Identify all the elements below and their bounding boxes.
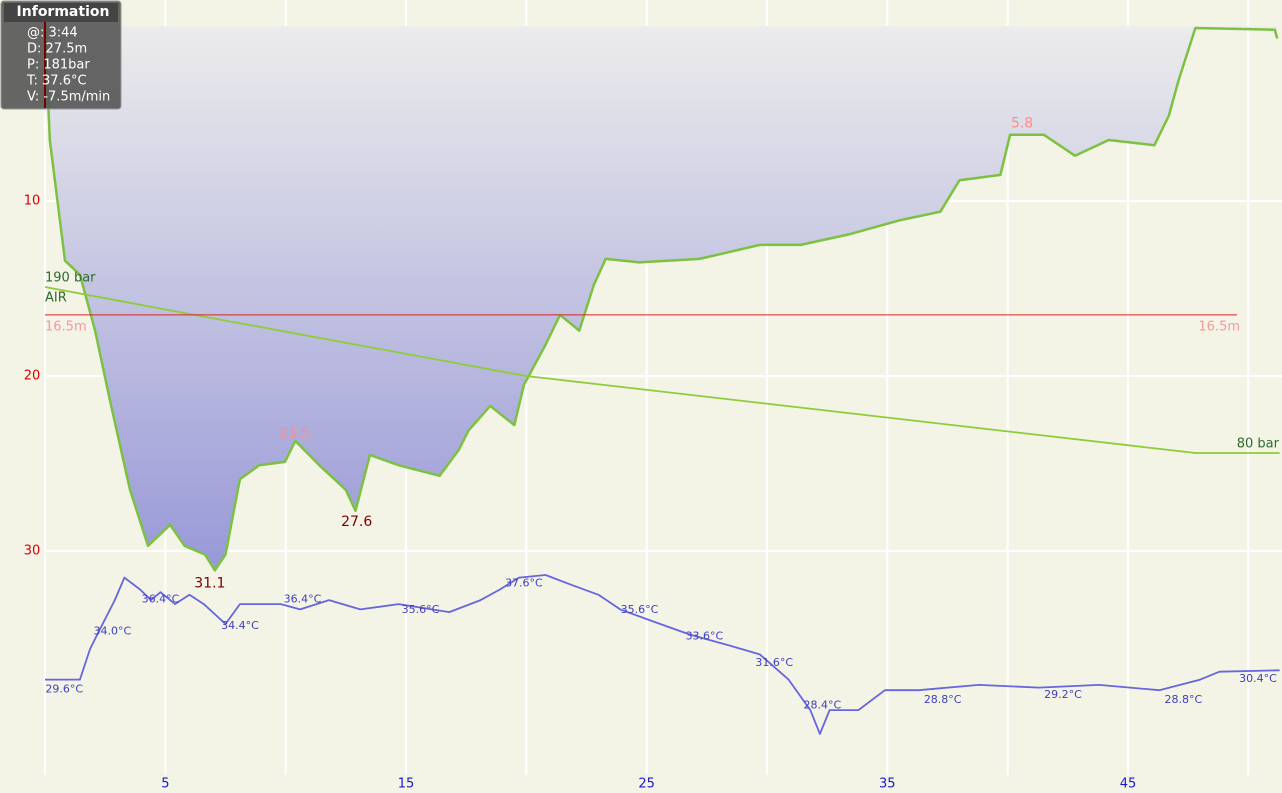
plot: 5 15 25 35 45 10 20 30 16.5m 16.5m 31.1 27.6 23.5 5.8… [24, 0, 1282, 792]
x-tick-label: 45 [1120, 777, 1137, 792]
info-line: D: 27.5m [27, 42, 87, 57]
temperature-label: 34.0°C [94, 624, 132, 637]
info-line: @: 3:44 [27, 26, 78, 41]
pressure-label: 190 bar [45, 271, 96, 286]
info-title-bar [4, 3, 118, 22]
info-box: Information @: 3:44 D: 27.5m P: 181bar T… [0, 0, 122, 110]
pressure-label: 80 bar [1237, 436, 1280, 451]
temperature-line [45, 574, 1280, 735]
pressure-line [44, 286, 1280, 454]
info-title: Information [17, 4, 110, 20]
info-line: T: 37.6°C [26, 74, 87, 89]
temperature-label: 28.4°C [803, 699, 841, 712]
y-tick-label: 20 [24, 369, 41, 384]
y-tick-label: 10 [24, 194, 41, 209]
temperature-label: 28.8°C [924, 693, 962, 706]
info-line: V: -7.5m/min [27, 90, 110, 105]
depth-line [43, 26, 1279, 572]
depth-label: 31.1 [194, 575, 225, 591]
temperature-label: 35.6°C [621, 603, 659, 616]
info-line: P: 181bar [27, 58, 90, 73]
info-background [0, 0, 122, 110]
temperature-label: 30.4°C [1239, 672, 1277, 685]
temperature-label: 34.4°C [221, 619, 259, 632]
depth-label: 27.6 [341, 514, 372, 530]
temperature-label: 33.6°C [686, 630, 724, 643]
depth-label: 23.5 [279, 425, 310, 441]
gas-label: AIR [45, 291, 67, 306]
temperature-label: 29.2°C [1044, 688, 1082, 701]
x-tick-label: 5 [161, 777, 169, 792]
depth-area [45, 26, 1278, 571]
y-tick-label: 30 [24, 544, 41, 559]
temperature-label: 37.6°C [505, 577, 543, 590]
ceiling-label: 16.5m [45, 319, 87, 334]
depth-label: 5.8 [1011, 116, 1033, 132]
ceiling-label: 16.5m [1198, 319, 1240, 334]
temperature-label: 35.6°C [402, 603, 440, 616]
x-tick-label: 15 [398, 777, 415, 792]
temperature-label: 28.8°C [1164, 693, 1202, 706]
x-tick-label: 35 [879, 777, 896, 792]
temperature-label: 36.4°C [284, 593, 322, 606]
x-tick-label: 25 [638, 777, 655, 792]
temperature-label: 36.4°C [142, 593, 180, 606]
temperature-label: 29.6°C [45, 683, 83, 696]
temperature-label: 31.6°C [755, 656, 793, 669]
